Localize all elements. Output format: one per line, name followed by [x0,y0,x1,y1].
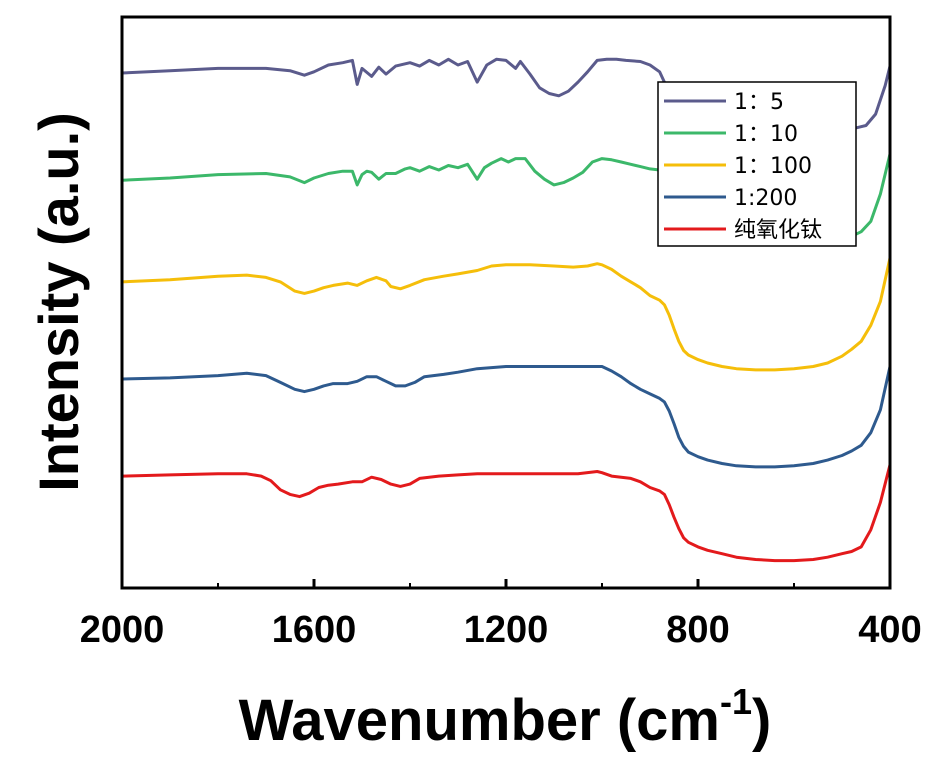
legend-label-3: 1：100 [734,154,812,179]
x-axis-title-superscript: -1 [720,681,752,722]
series-line-3 [120,256,892,372]
legend: 1：5 1：10 1：100 1:200 纯氧化钛 [657,81,857,247]
series-line-2-tail [850,152,892,238]
x-tick-label-1200: 1200 [464,609,549,651]
x-tick-label-1600: 1600 [272,609,357,651]
legend-label-2: 1：10 [734,122,798,147]
series-line-4 [120,365,892,469]
series-line-5 [120,463,892,563]
legend-label-1: 1：5 [734,90,784,115]
series-line-2 [120,157,666,187]
x-axis-title: Wavenumber (cm-1) [239,681,772,753]
x-axis-title-close: ) [752,688,771,753]
x-axis-title-text: Wavenumber (cm [239,688,720,753]
x-tick-label-800: 800 [666,609,729,651]
y-axis-title: Intensity (a.u.) [27,112,90,492]
legend-label-4: 1:200 [734,186,797,211]
legend-items: 1：5 1：10 1：100 1:200 纯氧化钛 [664,90,822,243]
series-line-1-tail [854,64,892,130]
x-ticks [120,579,892,588]
legend-label-5: 纯氧化钛 [734,218,822,243]
plot-series [120,57,892,563]
x-tick-labels: 2000 1600 1200 800 400 [80,609,922,651]
series-line-1 [120,57,671,98]
x-tick-label-400: 400 [858,609,921,651]
x-tick-label-2000: 2000 [80,609,165,651]
